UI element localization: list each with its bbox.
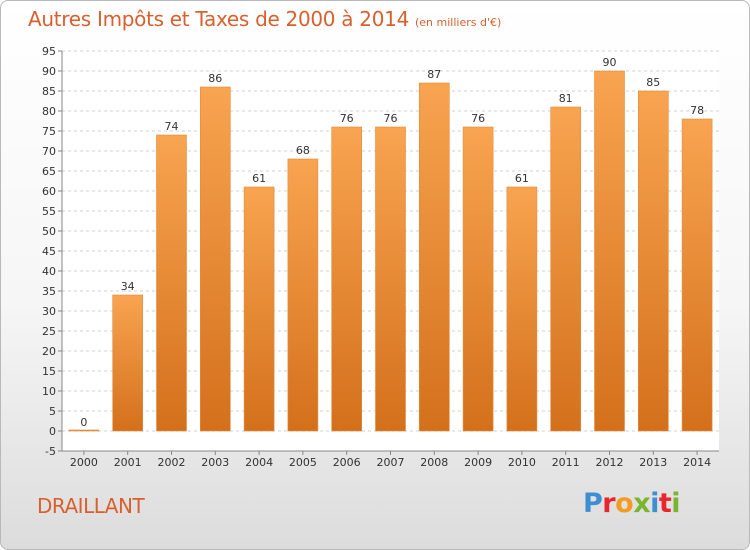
x-tick-label-2006: 2006 (333, 456, 361, 469)
y-tick-label: 60 (42, 185, 56, 198)
data-label-2002: 74 (165, 120, 179, 133)
y-tick-label: 5 (49, 405, 56, 418)
bar-2007 (375, 126, 406, 432)
x-tick-label-2003: 2003 (201, 456, 229, 469)
x-tick-label-2001: 2001 (114, 456, 142, 469)
x-tick-label-2012: 2012 (596, 456, 624, 469)
y-tick-label: 65 (42, 165, 56, 178)
x-tick-label-2013: 2013 (639, 456, 667, 469)
data-label-2010: 61 (515, 172, 529, 185)
y-tick-label: 0 (49, 425, 56, 438)
y-tick-label: 85 (42, 85, 56, 98)
logo-letter: x (633, 488, 651, 519)
logo-letter: r (602, 488, 616, 519)
bar-2012 (594, 70, 625, 432)
data-label-2001: 34 (121, 280, 135, 293)
bar-2006 (331, 126, 363, 432)
chart-title: Autres Impôts et Taxes de 2000 à 2014 (en… (28, 7, 501, 31)
x-tick-label-2002: 2002 (158, 456, 186, 469)
data-label-2007: 76 (384, 112, 398, 125)
bar-2009 (462, 126, 494, 432)
logo-letter: P (583, 488, 603, 519)
commune-name: DRAILLANT (37, 494, 145, 518)
x-tick-label-2007: 2007 (377, 456, 405, 469)
bar-2002 (156, 134, 187, 432)
data-label-2014: 78 (690, 104, 704, 117)
y-tick-label: 35 (42, 285, 56, 298)
y-tick-label: 55 (42, 205, 56, 218)
bar-2011 (550, 106, 582, 432)
y-tick-label: 15 (42, 365, 56, 378)
y-tick-label: 45 (42, 245, 56, 258)
proxiti-logo[interactable]: Proxiti (583, 488, 681, 519)
x-tick-label-2005: 2005 (289, 456, 317, 469)
bar-2014 (681, 118, 713, 432)
x-tick-label-2000: 2000 (70, 456, 98, 469)
data-label-2006: 76 (340, 112, 354, 125)
bar-2000 (68, 429, 100, 432)
x-tick-label-2014: 2014 (683, 456, 711, 469)
x-tick-label-2009: 2009 (464, 456, 492, 469)
y-tick-label: 10 (42, 385, 56, 398)
x-tick-label-2010: 2010 (508, 456, 536, 469)
x-tick-label-2004: 2004 (245, 456, 273, 469)
logo-letter: i (671, 488, 681, 519)
bar-2013 (637, 90, 669, 432)
bar-2001 (112, 294, 143, 432)
y-tick-label: 90 (42, 65, 56, 78)
y-tick-label: 25 (42, 325, 56, 338)
data-label-2013: 85 (646, 76, 660, 89)
data-label-2000: 0 (80, 416, 87, 429)
bar-2005 (287, 158, 319, 432)
bar-2003 (200, 86, 231, 432)
data-label-2005: 68 (296, 144, 310, 157)
data-label-2011: 81 (559, 92, 573, 105)
logo-letter: t (658, 488, 672, 519)
y-tick-label: 30 (42, 305, 56, 318)
chart-unit-label: (en milliers d'€) (415, 16, 502, 29)
y-tick-label: 70 (42, 145, 56, 158)
x-tick-label-2008: 2008 (420, 456, 448, 469)
data-label-2012: 90 (603, 56, 617, 69)
logo-letter: i (650, 488, 659, 519)
y-tick-label: 20 (42, 345, 56, 358)
y-tick-label: -5 (45, 445, 56, 458)
y-tick-label: 80 (42, 105, 56, 118)
chart-title-text: Autres Impôts et Taxes de 2000 à 2014 (28, 7, 409, 31)
bar-2010 (506, 186, 538, 432)
bar-2004 (243, 186, 275, 432)
bar-2008 (418, 82, 450, 432)
y-tick-label: 40 (42, 265, 56, 278)
y-tick-label: 95 (42, 45, 56, 58)
logo-letter: o (615, 488, 634, 519)
y-tick-label: 50 (42, 225, 56, 238)
x-tick-label-2011: 2011 (552, 456, 580, 469)
data-label-2004: 61 (252, 172, 266, 185)
data-label-2003: 86 (208, 72, 222, 85)
data-label-2009: 76 (471, 112, 485, 125)
data-label-2008: 87 (427, 68, 441, 81)
y-tick-label: 75 (42, 125, 56, 138)
